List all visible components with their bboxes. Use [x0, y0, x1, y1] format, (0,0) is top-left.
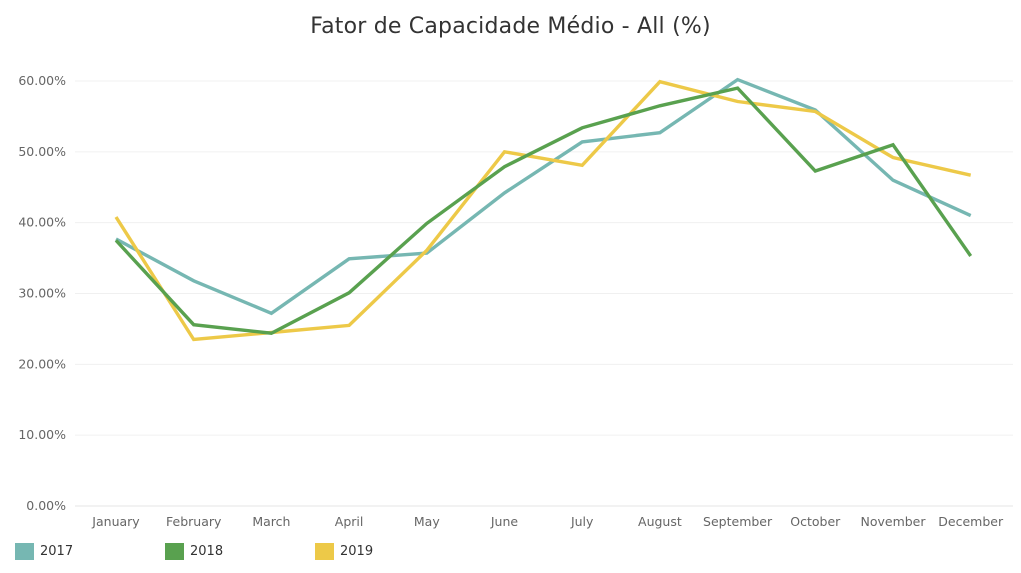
x-tick-label-september: September [703, 514, 773, 529]
x-tick-label-may: May [414, 514, 440, 529]
x-tick-label-february: February [166, 514, 222, 529]
data-point-2017-november[interactable] [889, 176, 897, 184]
gridlines [75, 80, 1013, 507]
y-tick-label: 40.00% [18, 215, 66, 230]
y-tick-label: 50.00% [18, 144, 66, 159]
data-point-2019-june[interactable] [501, 148, 509, 156]
legend-swatch-2018 [165, 543, 184, 560]
x-tick-label-december: December [938, 514, 1004, 529]
data-point-2019-september[interactable] [734, 98, 742, 106]
x-axis-tick-labels: January February March April May June July Augu… [91, 514, 1004, 529]
data-point-2017-december[interactable] [967, 212, 975, 220]
legend-item-2018[interactable]: 2018 [165, 543, 223, 560]
series-line-2017[interactable] [115, 77, 972, 316]
data-point-2019-october[interactable] [811, 107, 819, 115]
x-tick-label-march: March [252, 514, 290, 529]
data-point-2019-december[interactable] [967, 171, 975, 179]
data-point-2018-june[interactable] [501, 163, 509, 171]
data-point-2018-august[interactable] [656, 102, 664, 110]
data-point-2018-january[interactable] [112, 236, 120, 244]
x-tick-label-october: October [790, 514, 841, 529]
series-line-2018[interactable] [114, 86, 973, 335]
x-tick-label-july: July [570, 514, 594, 529]
y-tick-label: 0.00% [26, 498, 66, 513]
data-point-2018-may[interactable] [423, 219, 431, 227]
legend-swatch-2017 [15, 543, 34, 560]
data-point-2019-february[interactable] [190, 336, 198, 344]
data-point-2018-february[interactable] [190, 321, 198, 329]
x-tick-label-january: January [91, 514, 140, 529]
series-line-2019[interactable] [114, 79, 972, 342]
data-point-2018-november[interactable] [889, 141, 897, 149]
data-point-2019-january[interactable] [112, 213, 120, 221]
data-point-2017-july[interactable] [578, 138, 586, 146]
data-point-2019-august[interactable] [656, 78, 664, 86]
x-tick-label-april: April [335, 514, 364, 529]
data-point-2017-june[interactable] [501, 189, 509, 197]
data-point-2018-september[interactable] [734, 84, 742, 92]
x-tick-label-november: November [860, 514, 926, 529]
legend-item-2019[interactable]: 2019 [315, 543, 373, 560]
data-point-2018-october[interactable] [811, 167, 819, 175]
data-point-2019-november[interactable] [889, 154, 897, 162]
data-point-2017-march[interactable] [267, 309, 275, 317]
x-tick-label-august: August [638, 514, 682, 529]
y-tick-label: 30.00% [18, 286, 66, 301]
data-point-2019-july[interactable] [578, 161, 586, 169]
legend-label-2017: 2017 [40, 544, 74, 559]
data-point-2018-december[interactable] [967, 252, 975, 260]
x-tick-label-june: June [490, 514, 519, 529]
legend-label-2019: 2019 [340, 544, 374, 559]
y-tick-label: 20.00% [18, 356, 66, 371]
series-lines [112, 76, 975, 344]
data-point-2018-july[interactable] [578, 124, 586, 132]
data-point-2017-september[interactable] [734, 76, 742, 84]
chart-title: Fator de Capacidade Médio - All (%) [310, 14, 711, 39]
legend-swatch-2019 [315, 543, 334, 560]
y-tick-label: 10.00% [18, 427, 66, 442]
legend-item-2017[interactable]: 2017 [15, 543, 73, 560]
data-point-2017-august[interactable] [656, 129, 664, 137]
data-point-2018-march[interactable] [267, 329, 275, 337]
y-axis-tick-labels: 0.00% 10.00% 20.00% 30.00% 40.00% 50.00% 60.00… [18, 73, 66, 513]
data-point-2019-may[interactable] [423, 246, 431, 254]
data-point-2019-april[interactable] [345, 321, 353, 329]
data-point-2017-april[interactable] [345, 255, 353, 263]
legend-label-2018: 2018 [190, 544, 224, 559]
data-point-2017-february[interactable] [190, 277, 198, 285]
data-point-2018-april[interactable] [345, 289, 353, 297]
y-tick-label: 60.00% [18, 73, 66, 88]
